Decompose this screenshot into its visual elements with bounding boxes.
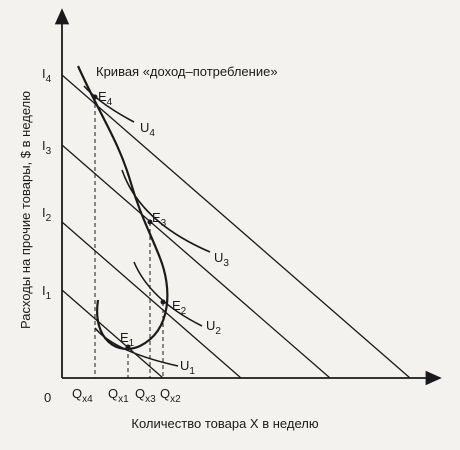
utility-label-base: U (180, 358, 189, 373)
dashed-guides (94, 97, 164, 378)
equilibrium-label-base: E (152, 210, 161, 225)
equilibrium-label: E1 (120, 330, 135, 349)
income-label-base: I (42, 205, 46, 220)
utility-label-sub: 4 (149, 128, 155, 139)
income-label: I1 (42, 283, 52, 302)
quantity-label-base: Q (135, 386, 145, 401)
equilibrium-label: E4 (98, 89, 113, 108)
x-axis-label: Количество товара X в неделю (131, 416, 318, 431)
point (160, 299, 166, 305)
point (125, 344, 131, 350)
utility-label-base: U (140, 120, 149, 135)
income-label: I2 (42, 205, 52, 224)
utility-label: U3 (214, 250, 229, 269)
quantity-label: Qx3 (135, 386, 156, 405)
equilibrium-label-sub: 2 (181, 306, 187, 317)
utility-label: U2 (206, 318, 221, 337)
point (92, 94, 98, 100)
income-label-sub: 4 (46, 74, 52, 85)
indifference-curve (121, 169, 211, 253)
quantity-label-sub: x1 (118, 394, 129, 405)
income-label-base: I (42, 66, 46, 81)
quantity-label: Qx4 (72, 386, 93, 405)
equilibrium-label-base: E (98, 89, 107, 104)
income-label-sub: 2 (46, 213, 52, 224)
income-label-sub: 3 (46, 146, 52, 157)
y-axis-label: Расходы на прочие товары, $ в неделю (18, 91, 33, 329)
indifference-curve (83, 85, 135, 123)
budget-line (61, 144, 331, 379)
utility-label-sub: 3 (223, 258, 229, 269)
equilibrium-label: E2 (172, 298, 187, 317)
budget-line (61, 221, 242, 379)
quantity-label-base: Q (160, 386, 170, 401)
equilibrium-label-base: E (120, 330, 129, 345)
income-label: I3 (42, 138, 52, 157)
budget-lines (61, 74, 411, 379)
income-label: I4 (42, 66, 52, 85)
income-label-base: I (42, 283, 46, 298)
axes (54, 8, 442, 386)
quantity-label-base: Q (72, 386, 82, 401)
income-label-sub: 1 (46, 291, 52, 302)
utility-label-sub: 1 (189, 366, 195, 377)
quantity-label-sub: x2 (170, 394, 181, 405)
budget-line (61, 289, 164, 379)
curve-label: Кривая «доход–потребление» (96, 64, 278, 79)
budget-line (61, 74, 411, 379)
utility-label-base: U (214, 250, 223, 265)
equilibrium-label-sub: 4 (107, 97, 113, 108)
point (147, 219, 153, 225)
indifference-curve (133, 261, 203, 327)
utility-label-base: U (206, 318, 215, 333)
quantity-label: Qx1 (108, 386, 129, 405)
quantity-label-sub: x4 (82, 394, 93, 405)
utility-label: U1 (180, 358, 195, 377)
equilibrium-label-base: E (172, 298, 181, 313)
income-consumption-curve (76, 65, 169, 350)
equilibrium-label-sub: 1 (129, 338, 135, 349)
utility-label-sub: 2 (215, 326, 221, 337)
quantity-label-sub: x3 (145, 394, 156, 405)
points (92, 94, 166, 350)
origin-label: 0 (44, 390, 51, 405)
quantity-label: Qx2 (160, 386, 181, 405)
quantity-label-base: Q (108, 386, 118, 401)
equilibrium-label: E3 (152, 210, 167, 229)
income-label-base: I (42, 138, 46, 153)
utility-label: U4 (140, 120, 155, 139)
equilibrium-label-sub: 3 (161, 218, 167, 229)
